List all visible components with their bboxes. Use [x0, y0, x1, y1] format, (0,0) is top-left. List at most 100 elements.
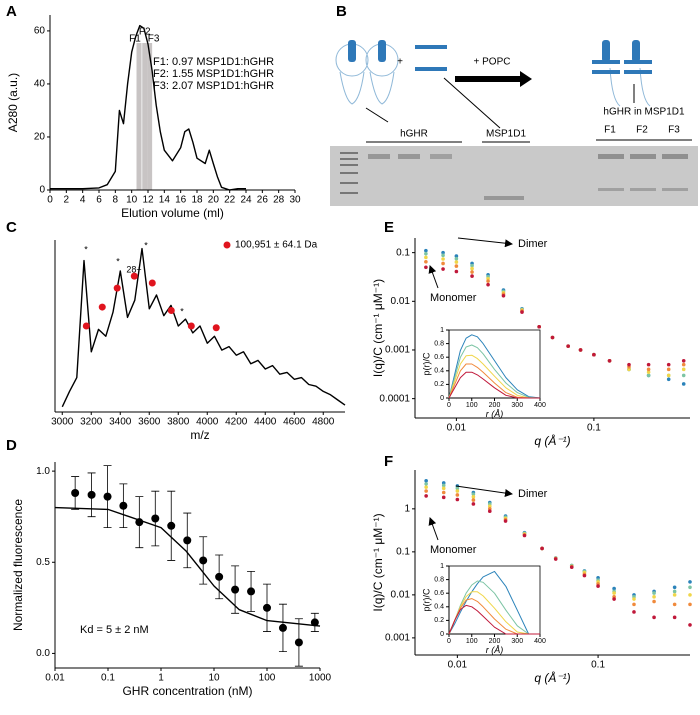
data-point — [688, 602, 692, 607]
y-tick-label: 0.5 — [36, 557, 50, 568]
x-tick-label: 18 — [191, 195, 203, 206]
legend-label: 100,951 ± 64.1 Da — [235, 240, 318, 251]
x-tick-label: 1000 — [309, 673, 332, 684]
data-point — [119, 501, 128, 510]
annotation: Monomer — [430, 544, 477, 556]
data-line — [448, 570, 540, 635]
chart: 0 100 200 300 400 0 0.2 0.4 0.6 0.8 1 r (Å) p(r)/C — [421, 563, 546, 655]
x-axis-label: m/z — [190, 428, 209, 442]
lane-label: F3 — [668, 125, 680, 136]
data-point — [471, 502, 476, 506]
data-point — [652, 615, 656, 620]
data-line — [50, 24, 246, 191]
chart: 3000 3200 3400 3600 3800 4000 4200 4400 4600 4800… — [51, 240, 346, 442]
data-point — [612, 597, 616, 601]
data-point — [672, 589, 677, 594]
x-tick-label: 4800 — [312, 417, 335, 428]
data-point — [454, 260, 459, 264]
data-point — [632, 610, 636, 614]
y-axis-label: I(q)/C (cm⁻¹ μM⁻¹) — [371, 513, 385, 611]
data-point — [652, 595, 656, 599]
x-tick-label: 28 — [273, 195, 285, 206]
data-point — [441, 486, 446, 491]
data-point — [688, 623, 692, 627]
data-point — [672, 585, 677, 590]
data-point — [627, 367, 631, 372]
y-tick-label: 40 — [34, 79, 46, 90]
x-tick-label: 0.1 — [587, 423, 601, 434]
annotation: F2: 1.55 MSP1D1:hGHR — [153, 68, 274, 80]
data-point — [666, 373, 671, 378]
x-tick-label: 4400 — [254, 417, 277, 428]
x-tick-label: 100 — [259, 673, 276, 684]
data-line — [54, 506, 321, 627]
data-point — [566, 344, 570, 348]
y-tick-label: 0.1 — [396, 247, 410, 258]
data-line — [448, 344, 541, 399]
y-tick-label: 0.01 — [391, 296, 411, 307]
panel-letter: B — [336, 3, 347, 20]
y-tick-label: 0.8 — [434, 340, 444, 347]
y-tick-label: 0.6 — [434, 354, 444, 361]
data-point — [454, 264, 459, 268]
data-point — [187, 322, 195, 330]
data-point — [87, 490, 96, 499]
schematic-label: + POPC — [474, 57, 511, 68]
fraction-bar — [136, 43, 142, 190]
data-line — [448, 371, 540, 399]
schematic-label: hGHR in MSP1D1 — [603, 107, 685, 118]
x-tick-label: 0 — [47, 195, 53, 206]
x-tick-label: 14 — [159, 195, 171, 206]
data-point — [578, 348, 583, 352]
x-axis-label: r (Å) — [486, 409, 504, 419]
data-point — [215, 572, 224, 581]
data-point — [454, 254, 459, 258]
data-point — [646, 367, 651, 372]
data-point — [263, 603, 271, 612]
schematic: + + POPC hGHR MSP1D1 hGHR in MSP1D1 F1 F… — [330, 40, 698, 206]
x-tick-label: 0.1 — [101, 673, 115, 684]
y-tick-label: 0 — [440, 631, 444, 638]
x-tick-label: 6 — [96, 195, 102, 206]
data-point — [681, 358, 686, 363]
y-tick-label: 0.01 — [391, 590, 411, 601]
annotation: Monomer — [430, 292, 477, 304]
data-point — [612, 586, 616, 591]
x-tick-label: 10 — [126, 195, 138, 206]
data-point — [113, 284, 121, 292]
data-point — [424, 251, 428, 256]
data-point — [441, 495, 446, 500]
annotation: * — [116, 256, 120, 266]
data-point — [82, 322, 90, 330]
y-axis-label: I(q)/C (cm⁻¹ μM⁻¹) — [371, 279, 385, 377]
data-point — [424, 265, 428, 270]
data-point — [424, 482, 428, 486]
data-point — [652, 591, 656, 595]
data-point — [470, 263, 474, 268]
data-point — [441, 250, 445, 255]
data-point — [652, 599, 656, 604]
data-point — [596, 584, 600, 588]
x-tick-label: 0 — [447, 638, 451, 645]
y-axis-label: p(r)/C — [421, 588, 431, 611]
data-point — [424, 489, 428, 493]
y-tick-label: 0.6 — [434, 590, 444, 597]
data-line — [448, 354, 540, 399]
data-point — [151, 514, 160, 523]
data-point — [582, 573, 587, 578]
x-tick-label: 200 — [489, 638, 501, 645]
annotation: Dimer — [518, 238, 548, 250]
x-tick-label: 100 — [466, 402, 478, 409]
x-tick-label: 3600 — [138, 417, 161, 428]
chart: 0.01 0.1 1 10 100 1000 0.0 0.5 1.0 GHR concentrat… — [11, 462, 332, 698]
data-point — [503, 519, 508, 523]
data-point — [646, 362, 651, 367]
data-point — [666, 362, 671, 367]
x-tick-label: 0.1 — [591, 660, 605, 671]
x-tick-label: 4600 — [283, 417, 306, 428]
data-point — [681, 382, 686, 386]
legend-marker — [223, 241, 231, 249]
x-tick-label: 4200 — [225, 417, 248, 428]
schematic-label: hGHR — [400, 129, 428, 140]
data-line — [448, 334, 541, 399]
